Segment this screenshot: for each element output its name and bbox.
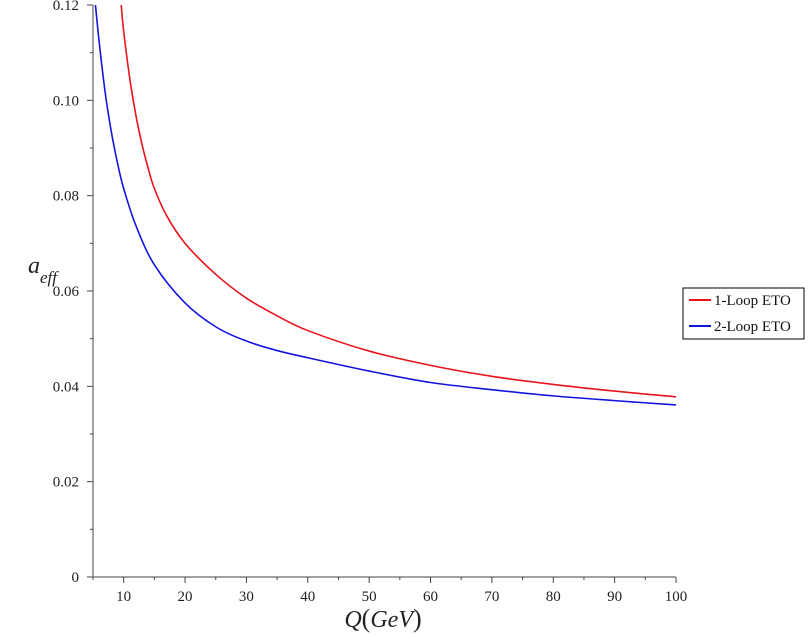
axes (92, 5, 676, 578)
x-tick-label: 90 (607, 589, 622, 605)
x-axis-close-paren: ) (413, 604, 422, 633)
series-lines (94, 4, 677, 406)
x-tick-label: 70 (484, 589, 499, 605)
legend: 1-Loop ETO 2-Loop ETO (682, 287, 805, 340)
y-tick-label: 0.06 (53, 284, 80, 300)
y-tick-label: 0 (72, 570, 80, 586)
y-axis-ticks: 0 0.02 0.04 0.06 0.08 0.10 0.12 (53, 0, 93, 586)
y-tick-label: 0.12 (53, 0, 79, 14)
x-tick-label: 10 (116, 589, 131, 605)
y-tick-label: 0.08 (53, 189, 79, 205)
legend-label-1-loop: 1-Loop ETO (714, 293, 791, 309)
x-axis-unit: GeV (370, 607, 415, 633)
x-axis-title: Q(GeV) (344, 604, 421, 633)
series-line-1-loop (120, 4, 677, 398)
x-tick-label: 60 (423, 589, 438, 605)
x-axis-open-paren: ( (362, 604, 371, 633)
y-axis-title: aeff (28, 253, 59, 287)
x-axis-variable: Q (344, 607, 361, 633)
y-axis-subscript: eff (40, 268, 59, 287)
legend-box (682, 287, 805, 340)
y-tick-label: 0.04 (53, 379, 80, 395)
x-tick-label: 20 (178, 589, 193, 605)
y-tick-label: 0.10 (53, 93, 79, 109)
x-tick-label: 100 (665, 589, 688, 605)
legend-label-2-loop: 2-Loop ETO (714, 319, 791, 335)
y-axis-variable: a (28, 253, 40, 279)
series-line-2-loop (94, 4, 677, 406)
x-axis-ticks: 10 20 30 40 50 60 70 80 90 100 (92, 577, 688, 605)
x-tick-label: 40 (300, 589, 315, 605)
x-tick-label: 50 (362, 589, 377, 605)
x-tick-label: 30 (239, 589, 254, 605)
x-tick-label: 80 (546, 589, 561, 605)
y-tick-label: 0.02 (53, 475, 79, 491)
